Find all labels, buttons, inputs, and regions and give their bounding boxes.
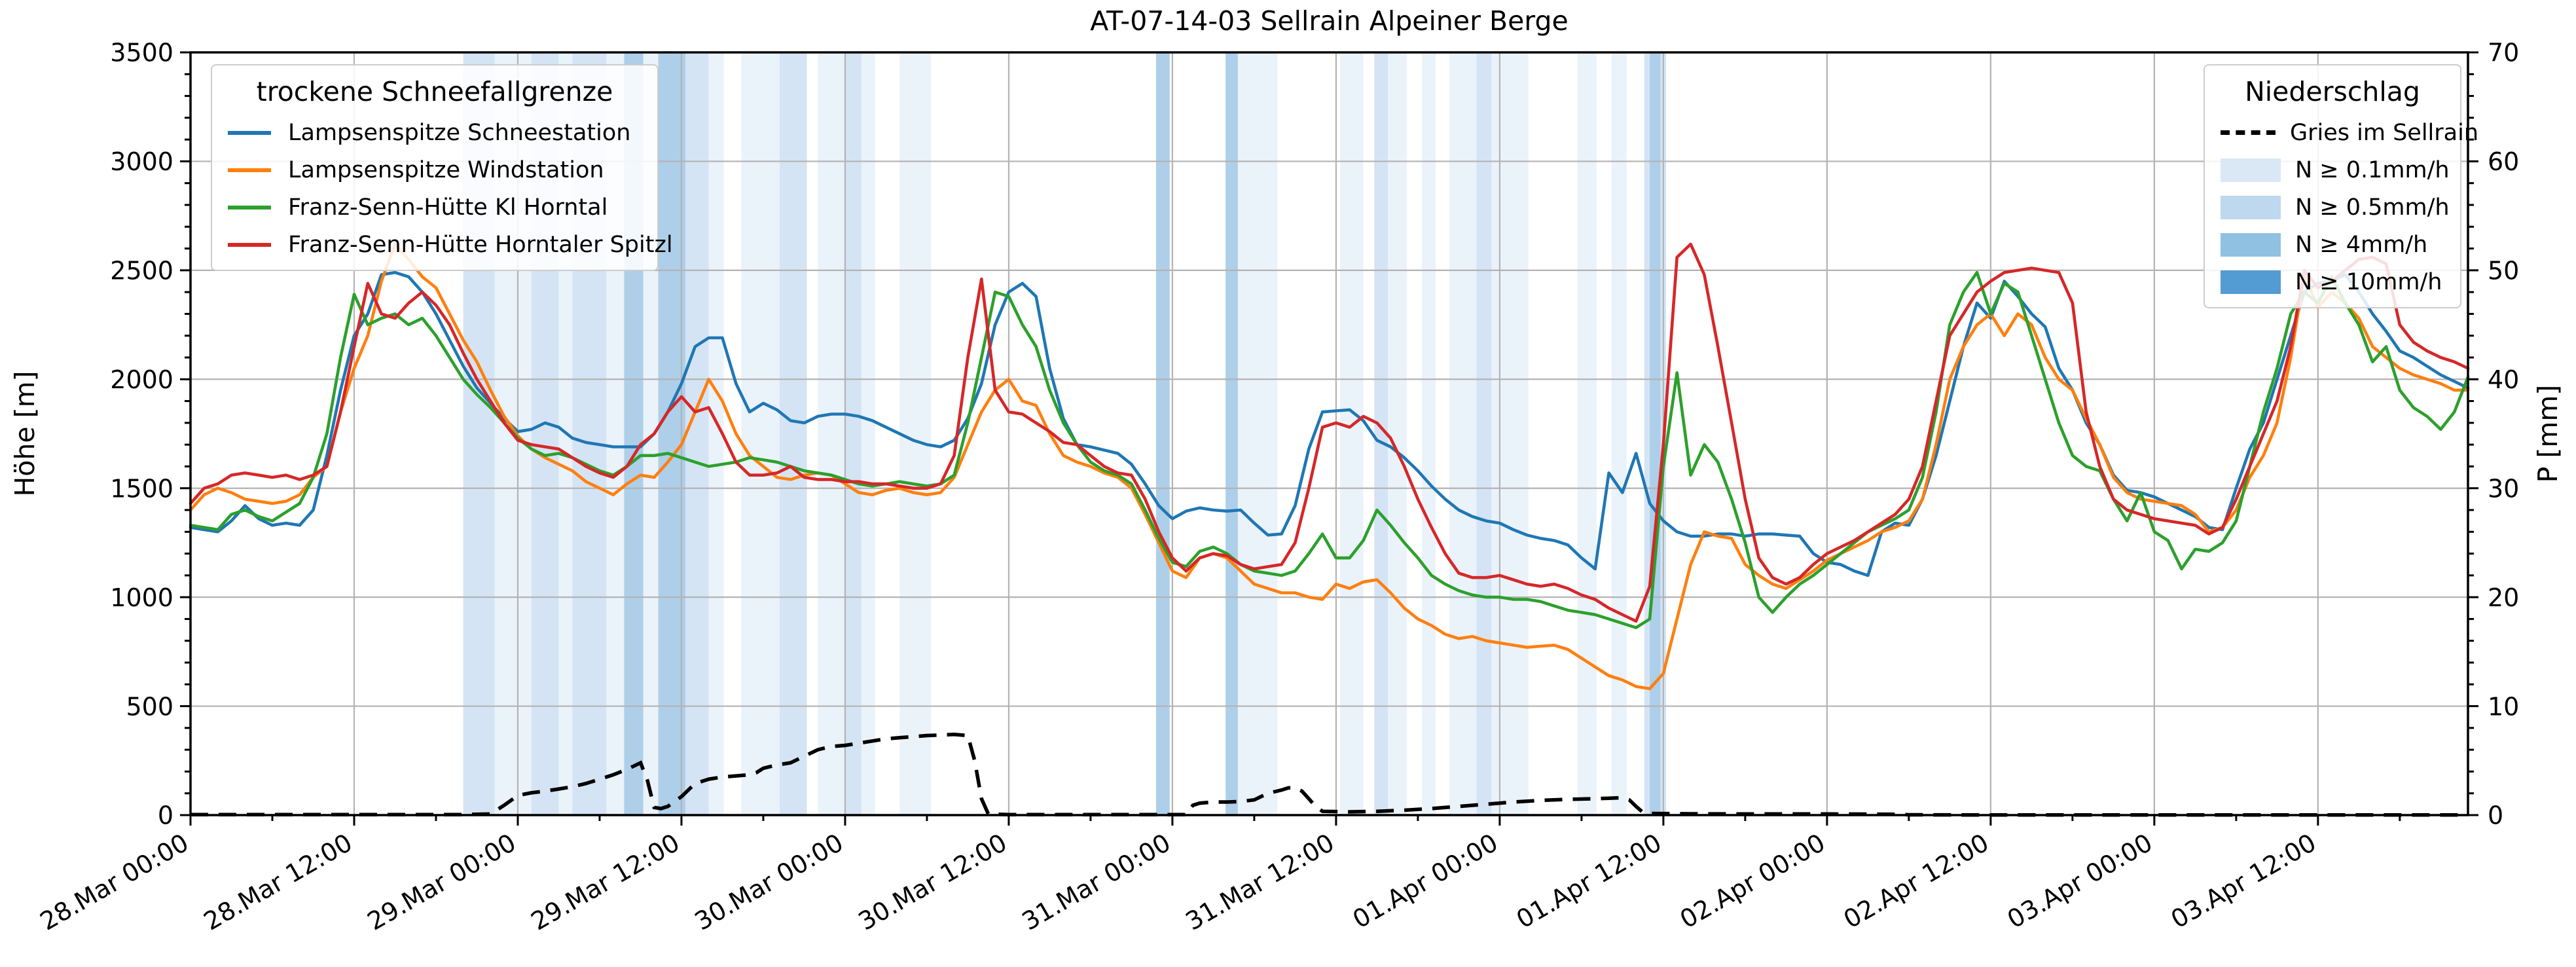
plot-border bbox=[189, 51, 2469, 816]
legend-item-kl-horntal: Franz-Senn-Hütte Kl Horntal bbox=[228, 189, 642, 226]
legend-label: Franz-Senn-Hütte Horntaler Spitzl bbox=[288, 231, 673, 258]
y-left-tick-label: 1500 bbox=[110, 474, 173, 503]
precip-band-level-2 bbox=[1644, 52, 1650, 815]
green-line-swatch bbox=[228, 205, 271, 210]
y-right-tick-label: 10 bbox=[2488, 692, 2519, 721]
legend-label: N ≥ 10mm/h bbox=[2295, 268, 2442, 295]
precip-band-level-3 bbox=[1225, 52, 1238, 815]
series-line-franz-senn-h-tte-horntaler-spitzl bbox=[189, 242, 2470, 623]
legend-label: Lampsenspitze Windstation bbox=[288, 156, 604, 183]
band-swatch-10mm bbox=[2221, 270, 2281, 294]
precip-band-level-1 bbox=[708, 52, 724, 815]
legend-label: N ≥ 4mm/h bbox=[2295, 231, 2428, 258]
y-right-axis-label: P [mm] bbox=[2532, 385, 2564, 483]
precip-band-level-1 bbox=[1449, 52, 1477, 815]
band-swatch-01mm bbox=[2221, 158, 2281, 182]
precip-band-level-2 bbox=[844, 52, 862, 815]
band-swatch-05mm bbox=[2221, 195, 2281, 219]
precip-legend-title: Niederschlag bbox=[2245, 76, 2420, 107]
precip-band-level-1 bbox=[741, 52, 780, 815]
precip-band-level-1 bbox=[1491, 52, 1529, 815]
legend-item-band-10: N ≥ 10mm/h bbox=[2221, 263, 2444, 301]
y-right-tick-label: 20 bbox=[2488, 583, 2519, 612]
band-swatch-4mm bbox=[2221, 232, 2281, 257]
y-left-tick-label: 2500 bbox=[110, 257, 173, 285]
x-tick-label: 31.Mar 12:00 bbox=[1181, 828, 1339, 936]
y-left-tick-label: 500 bbox=[126, 692, 173, 721]
y-left-tick-label: 3000 bbox=[110, 147, 173, 176]
legend-item-horntaler-spitzl: Franz-Senn-Hütte Horntaler Spitzl bbox=[228, 226, 673, 263]
legend-item-band-4: N ≥ 4mm/h bbox=[2221, 226, 2444, 263]
y-right-tick-label: 30 bbox=[2488, 474, 2519, 503]
y-right-tick-label: 40 bbox=[2488, 365, 2519, 394]
y-left-tick-label: 0 bbox=[158, 801, 173, 830]
precip-band-level-2 bbox=[779, 52, 807, 815]
y-left-tick-label: 3500 bbox=[110, 39, 173, 67]
precip-band-level-3 bbox=[1650, 52, 1661, 815]
precip-cumulative-line bbox=[190, 733, 2468, 817]
precip-band-level-2 bbox=[1476, 52, 1492, 815]
precip-band-level-3 bbox=[1155, 52, 1170, 815]
y-right-tick-label: 50 bbox=[2488, 257, 2519, 285]
x-tick-label: 31.Mar 00:00 bbox=[1017, 828, 1176, 936]
axis-ticks bbox=[180, 51, 2478, 826]
legend-item-windstation: Lampsenspitze Windstation bbox=[228, 151, 642, 189]
legend-label: Franz-Senn-Hütte Kl Horntal bbox=[288, 194, 608, 221]
y-right-tick-label: 0 bbox=[2488, 801, 2503, 830]
x-tick-label: 03.Apr 00:00 bbox=[2003, 828, 2158, 934]
x-tick-label: 29.Mar 00:00 bbox=[363, 828, 521, 936]
precip-band-level-1 bbox=[1237, 52, 1278, 815]
precip-band-level-2 bbox=[685, 52, 709, 815]
y-left-tick-label: 1000 bbox=[110, 583, 173, 612]
precipitation-legend: Niederschlag Gries im Sellrain N ≥ 0.1mm… bbox=[2204, 64, 2478, 308]
precip-band-level-1 bbox=[861, 52, 875, 815]
precip-band-level-2 bbox=[1374, 52, 1388, 815]
legend-label: Lampsenspitze Schneestation bbox=[288, 119, 631, 146]
precip-band-level-1 bbox=[1577, 52, 1597, 815]
legend-label: Gries im Sellrain bbox=[2290, 119, 2479, 146]
x-tick-label: 30.Mar 00:00 bbox=[690, 828, 848, 936]
orange-line-swatch bbox=[228, 168, 271, 172]
x-tick-label: 02.Apr 12:00 bbox=[1839, 828, 1994, 934]
x-tick-label: 03.Apr 12:00 bbox=[2166, 828, 2321, 934]
y-right-tick-label: 60 bbox=[2488, 147, 2519, 176]
x-tick-label: 28.Mar 12:00 bbox=[199, 828, 357, 936]
y-left-axis-label: Höhe [m] bbox=[9, 371, 41, 496]
precip-band-level-1 bbox=[1422, 52, 1436, 815]
red-line-swatch bbox=[228, 242, 271, 247]
precip-band-level-1 bbox=[1611, 52, 1627, 815]
blue-line-swatch bbox=[228, 130, 271, 135]
x-tick-label: 01.Apr 00:00 bbox=[1348, 828, 1503, 934]
y-left-tick-label: 2000 bbox=[110, 365, 173, 394]
chart-title: AT-07-14-03 Sellrain Alpeiner Berge bbox=[1090, 5, 1568, 37]
x-tick-label: 29.Mar 12:00 bbox=[526, 828, 685, 936]
precip-band-level-1 bbox=[818, 52, 845, 815]
x-tick-label: 30.Mar 12:00 bbox=[854, 828, 1012, 936]
snowfall-limit-legend: trockene Schneefallgrenze Lampsenspitze … bbox=[211, 64, 673, 271]
legend-label: N ≥ 0.5mm/h bbox=[2295, 194, 2450, 221]
x-tick-label: 28.Mar 00:00 bbox=[35, 828, 194, 936]
x-tick-label: 01.Apr 12:00 bbox=[1512, 828, 1667, 934]
precip-band-level-1 bbox=[899, 52, 932, 815]
legend-item-schneestation: Lampsenspitze Schneestation bbox=[228, 114, 642, 151]
legend-label: N ≥ 0.1mm/h bbox=[2295, 156, 2450, 183]
legend-item-band-05: N ≥ 0.5mm/h bbox=[2221, 189, 2450, 226]
dashed-line-swatch bbox=[2221, 130, 2276, 135]
snowfall-legend-title: trockene Schneefallgrenze bbox=[256, 76, 613, 107]
x-tick-label: 02.Apr 00:00 bbox=[1675, 828, 1830, 934]
legend-item-gries: Gries im Sellrain bbox=[2221, 114, 2478, 151]
precip-band-level-1 bbox=[1388, 52, 1407, 815]
precip-band-level-1 bbox=[1340, 52, 1364, 815]
y-right-tick-label: 70 bbox=[2488, 39, 2519, 67]
legend-item-band-01: N ≥ 0.1mm/h bbox=[2221, 151, 2450, 189]
